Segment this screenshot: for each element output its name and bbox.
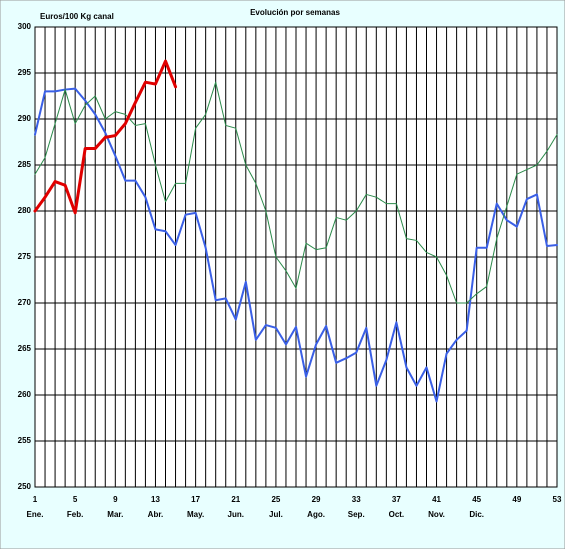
month-label: Ene. xyxy=(27,510,44,519)
x-tick-label: 29 xyxy=(312,495,321,504)
x-tick-label: 25 xyxy=(271,495,280,504)
x-tick-label: 17 xyxy=(191,495,200,504)
month-label: Abr. xyxy=(148,510,164,519)
x-tick-label: 5 xyxy=(73,495,78,504)
y-tick-label: 265 xyxy=(18,344,32,353)
y-tick-label: 300 xyxy=(18,22,32,31)
y-axis-label: Euros/100 Kg canal xyxy=(40,12,114,21)
month-label: Ago. xyxy=(307,510,325,519)
month-label: Sep. xyxy=(348,510,365,519)
y-tick-label: 270 xyxy=(18,298,32,307)
x-tick-label: 45 xyxy=(472,495,481,504)
y-tick-label: 290 xyxy=(18,114,32,123)
month-label: Oct. xyxy=(389,510,405,519)
month-label: Dic. xyxy=(469,510,484,519)
y-tick-label: 285 xyxy=(18,160,32,169)
month-label: Jun. xyxy=(228,510,244,519)
y-tick-label: 260 xyxy=(18,390,32,399)
x-tick-label: 41 xyxy=(432,495,441,504)
line-series xyxy=(33,59,178,215)
plot-border xyxy=(34,26,558,488)
chart-title: Evolución por semanas xyxy=(250,8,340,17)
line-series xyxy=(34,81,558,304)
month-label: Mar. xyxy=(107,510,123,519)
y-tick-label: 275 xyxy=(18,252,32,261)
x-tick-label: 9 xyxy=(113,495,118,504)
line-series xyxy=(34,87,558,403)
x-tick-label: 13 xyxy=(151,495,160,504)
x-tick-label: 1 xyxy=(33,495,38,504)
x-tick-label: 21 xyxy=(231,495,240,504)
y-tick-label: 295 xyxy=(18,68,32,77)
month-label: Nov. xyxy=(428,510,445,519)
x-tick-label: 33 xyxy=(352,495,361,504)
month-label: Jul. xyxy=(269,510,283,519)
y-tick-label: 280 xyxy=(18,206,32,215)
month-label: Feb. xyxy=(67,510,83,519)
x-tick-label: 49 xyxy=(512,495,521,504)
month-label: May. xyxy=(187,510,204,519)
x-tick-label: 53 xyxy=(553,495,562,504)
y-tick-label: 255 xyxy=(18,436,32,445)
x-tick-label: 37 xyxy=(392,495,401,504)
y-tick-label: 250 xyxy=(18,482,32,491)
